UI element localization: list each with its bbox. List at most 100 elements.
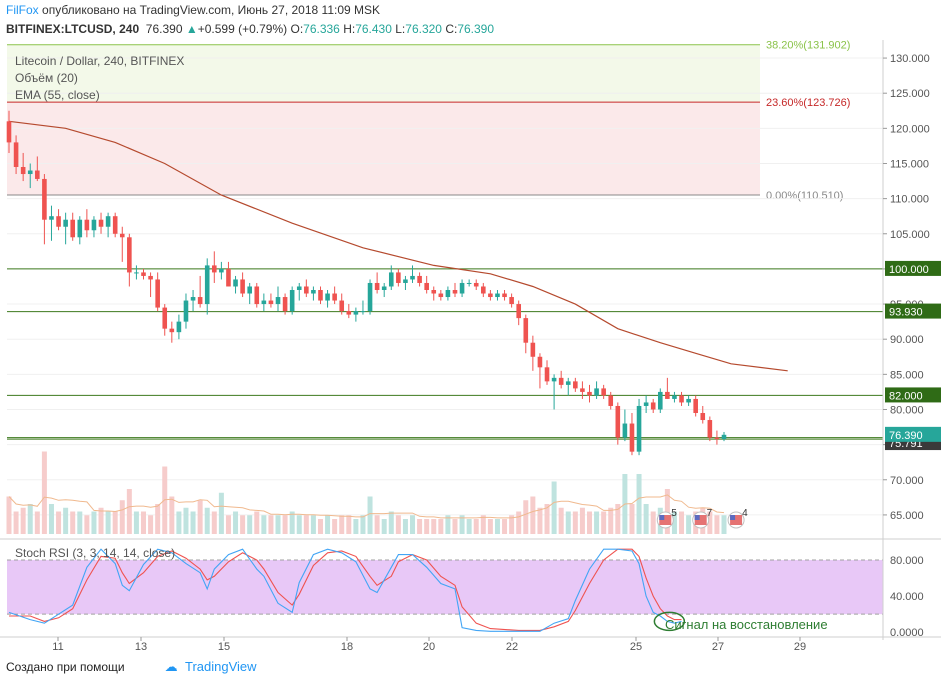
volume-bar [650,511,656,534]
candle [296,282,302,301]
candle-body [176,321,182,333]
candle-body [91,219,97,231]
candle [608,391,614,410]
price-line-badge [885,303,941,319]
candle-body [162,307,168,329]
candle-body [148,275,153,280]
fib-label: 0.00%(110.510) [766,190,843,202]
candle-body [374,282,380,290]
candle [573,377,578,392]
event-count: 5 [671,508,677,519]
volume-bar [247,515,253,534]
candle [282,293,288,315]
volume-bar [629,504,635,534]
candle [127,233,132,287]
candle-body [332,293,337,301]
candle-body [672,395,677,399]
time-tick-label: 15 [218,641,230,653]
stoch-rsi-pane: Сигнал на восстановление [0,538,941,632]
candle [424,275,429,294]
candle [509,293,514,308]
candle [289,286,295,315]
volume-bar [636,474,642,534]
tradingview-brand[interactable]: TradingView [184,659,257,674]
candle-body [558,377,564,385]
volume-bar [388,511,394,534]
candle-body [360,311,366,313]
candle-body [318,290,323,301]
candle [318,286,323,305]
candle-body [268,300,274,305]
candle [346,304,352,319]
legend-title: Litecoin / Dollar, 240, BITFINEX [15,54,184,68]
candle-body [339,300,345,312]
stoch-tick-label: 80.000 [890,555,924,567]
volume-bar [608,507,614,534]
candle [530,335,536,371]
candle [452,282,458,298]
candle-body [49,216,54,220]
volume-bar [381,519,387,534]
event-count: 4 [742,508,748,519]
candle-body [56,216,61,227]
volume-bar [6,496,12,534]
volume-bar [594,511,600,534]
volume-bar [20,507,26,534]
candle-body [686,398,691,403]
candle-body [247,286,252,294]
economic-event-flag[interactable]: 7 [692,508,713,529]
volume-bar [112,511,118,534]
candle [707,416,713,442]
volume-bar [98,507,104,534]
published-text: опубликовано на TradingView.com, Июнь 27… [42,3,381,17]
candle-body [381,286,387,290]
price-tick-label: 110.000 [890,194,929,206]
candle-body [403,279,408,283]
time-tick-label: 25 [630,641,642,653]
candle-body [127,237,132,273]
candle [523,314,529,354]
candle-body [665,391,670,399]
candle-body [35,170,40,179]
candle [488,290,493,301]
candle [63,212,68,245]
volume-bar [565,511,571,534]
candle-body [219,268,224,273]
tradingview-logo-icon[interactable]: ☁ [164,659,178,674]
author-link[interactable]: FilFox [6,3,39,17]
volume-bar [558,507,564,534]
volume-bar [183,507,189,534]
candle-body [445,290,451,298]
candle-body [488,293,493,298]
volume-bar [502,519,508,534]
economic-event-flag[interactable]: 4 [727,508,748,529]
candle [155,272,160,312]
economic-event-flag[interactable]: 5 [656,508,677,529]
candle-body [544,367,550,382]
candle [502,290,507,301]
candle-body [516,304,522,319]
time-tick-label: 13 [135,641,147,653]
fib-label: 38.20%(131.902) [766,40,850,52]
candle [162,304,168,336]
candle [211,251,217,283]
volume-bar [91,511,97,534]
candle-body [615,405,621,438]
volume-bar [643,504,649,534]
candle-body [594,388,599,396]
low-value: 76.320 [405,22,442,36]
candle [35,156,40,182]
ohlc-header: BITFINEX:LTCUSD, 240 76.390 ▲+0.599 (+0.… [6,22,494,36]
up-arrow-icon: ▲ [185,22,198,36]
legend-volume: Объём (20) [15,71,78,85]
volume-bar [579,507,585,534]
candle-body [13,142,19,167]
candle-body [84,219,90,231]
candle [367,279,373,315]
signal-circle [653,611,686,632]
candle [431,286,437,301]
candle-body [296,286,302,290]
candle-body [643,402,649,406]
candle [693,395,698,417]
